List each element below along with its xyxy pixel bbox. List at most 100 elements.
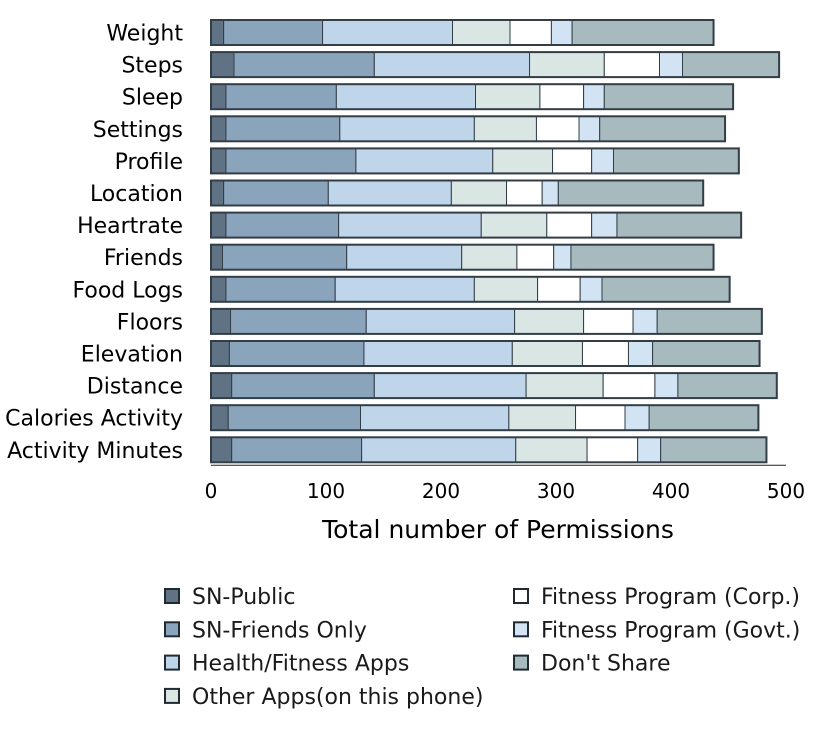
- category-label: Heartrate: [77, 214, 183, 239]
- bar-segment: [575, 404, 626, 431]
- category-labels: Weight Steps Sleep Settings Profile Location H…: [5, 22, 183, 464]
- bar-segment: [227, 404, 361, 431]
- category-label: Settings: [93, 118, 183, 143]
- category-label: Location: [90, 182, 183, 207]
- bar-segment: [233, 51, 375, 78]
- bar-outline: [210, 179, 705, 207]
- category-label: Floors: [117, 310, 183, 335]
- category-label: Activity Minutes: [7, 439, 183, 464]
- category-label: Profile: [115, 150, 183, 175]
- bar-outline: [210, 211, 743, 239]
- bar-segment: [550, 19, 573, 46]
- bar-segment: [591, 147, 615, 174]
- bar-segment: [473, 115, 537, 142]
- legend-label: SN-Public: [192, 585, 295, 610]
- bar-outline: [210, 243, 715, 271]
- bar-segment: [210, 51, 235, 78]
- bar-segment: [346, 244, 463, 271]
- bar-segment: [210, 340, 230, 367]
- bar-segment: [225, 212, 340, 239]
- bar-outline: [210, 275, 731, 303]
- bar-segment: [355, 147, 494, 174]
- legend-label: Fitness Program (Corp.): [541, 585, 800, 610]
- legend-swatch: [513, 654, 529, 671]
- bar-segment: [648, 404, 759, 431]
- bar-segment: [632, 308, 658, 335]
- bar-segment: [225, 147, 357, 174]
- bar-segment: [210, 276, 227, 303]
- bar-outline: [210, 115, 727, 143]
- bar-segment: [230, 308, 367, 335]
- bar-segment: [480, 212, 548, 239]
- bar-segment: [660, 436, 767, 463]
- category-label: Weight: [106, 22, 183, 47]
- bar-segment: [210, 147, 227, 174]
- legend-swatch: [513, 588, 529, 604]
- bar-segment: [473, 276, 539, 303]
- bar-segment: [637, 436, 662, 463]
- bar-segment: [210, 115, 227, 142]
- legend-label: Fitness Program (Govt.): [541, 618, 800, 643]
- bar-segment: [228, 340, 365, 367]
- bar-segment: [586, 436, 639, 463]
- bar-segment: [223, 19, 324, 46]
- legend-label: Health/Fitness Apps: [192, 652, 409, 677]
- x-tick-labels: 0 100 200 300 400 500: [205, 479, 805, 503]
- bar-outline: [210, 307, 763, 335]
- legend-swatch: [513, 621, 529, 638]
- x-tick-label: 100: [307, 479, 345, 503]
- bar-segment: [361, 436, 517, 463]
- bar-segment: [539, 83, 585, 110]
- bar-segment: [627, 340, 654, 367]
- bar-segment: [557, 180, 704, 206]
- bar-outline: [210, 436, 768, 464]
- bar-segment: [225, 83, 337, 110]
- bar-outline: [210, 51, 781, 79]
- bar-segment: [529, 51, 605, 78]
- legend-swatch: [164, 621, 180, 638]
- bar-segment: [327, 180, 452, 206]
- bar-segment: [509, 19, 552, 46]
- bar-segment: [210, 83, 227, 110]
- bar-segment: [616, 212, 742, 239]
- bar-segment: [599, 115, 726, 142]
- bar-segment: [583, 308, 634, 335]
- legend-swatch: [164, 654, 180, 671]
- category-label: Distance: [87, 375, 183, 400]
- x-tick-label: 200: [422, 479, 460, 503]
- bar-segment: [363, 340, 513, 367]
- bar-segment: [591, 212, 618, 239]
- bar-segment: [601, 276, 731, 303]
- bar-segment: [210, 308, 232, 335]
- x-tick-label: 300: [537, 479, 575, 503]
- bar-segment: [210, 404, 229, 431]
- x-tick-label: 0: [205, 479, 218, 503]
- x-axis-title: Total number of Permissions: [321, 515, 674, 544]
- bar-segment: [223, 180, 329, 206]
- category-label: Food Logs: [72, 278, 183, 303]
- bar-segment: [535, 115, 580, 142]
- bar-segment: [210, 244, 223, 271]
- bar-segment: [571, 19, 715, 46]
- category-label: Sleep: [122, 86, 183, 111]
- bar-segment: [334, 276, 475, 303]
- x-tick-label: 400: [652, 479, 690, 503]
- bar-segment: [373, 51, 531, 78]
- legend-swatch: [164, 687, 180, 704]
- bar-segment: [514, 308, 585, 335]
- bar-segment: [624, 404, 650, 431]
- bar-segment: [210, 436, 233, 463]
- bar-segment: [339, 115, 475, 142]
- category-label: Friends: [104, 246, 183, 271]
- bar-segment: [654, 372, 679, 399]
- bar-segment: [225, 276, 336, 303]
- category-label: Steps: [121, 54, 183, 79]
- bar-segment: [450, 180, 508, 206]
- bar-segment: [525, 372, 604, 399]
- bar-segment: [360, 404, 510, 431]
- bar-segment: [546, 212, 593, 239]
- bar-segment: [541, 180, 559, 206]
- bar-segment: [322, 19, 453, 46]
- legend-swatch: [164, 588, 180, 604]
- bar-segment: [452, 19, 511, 46]
